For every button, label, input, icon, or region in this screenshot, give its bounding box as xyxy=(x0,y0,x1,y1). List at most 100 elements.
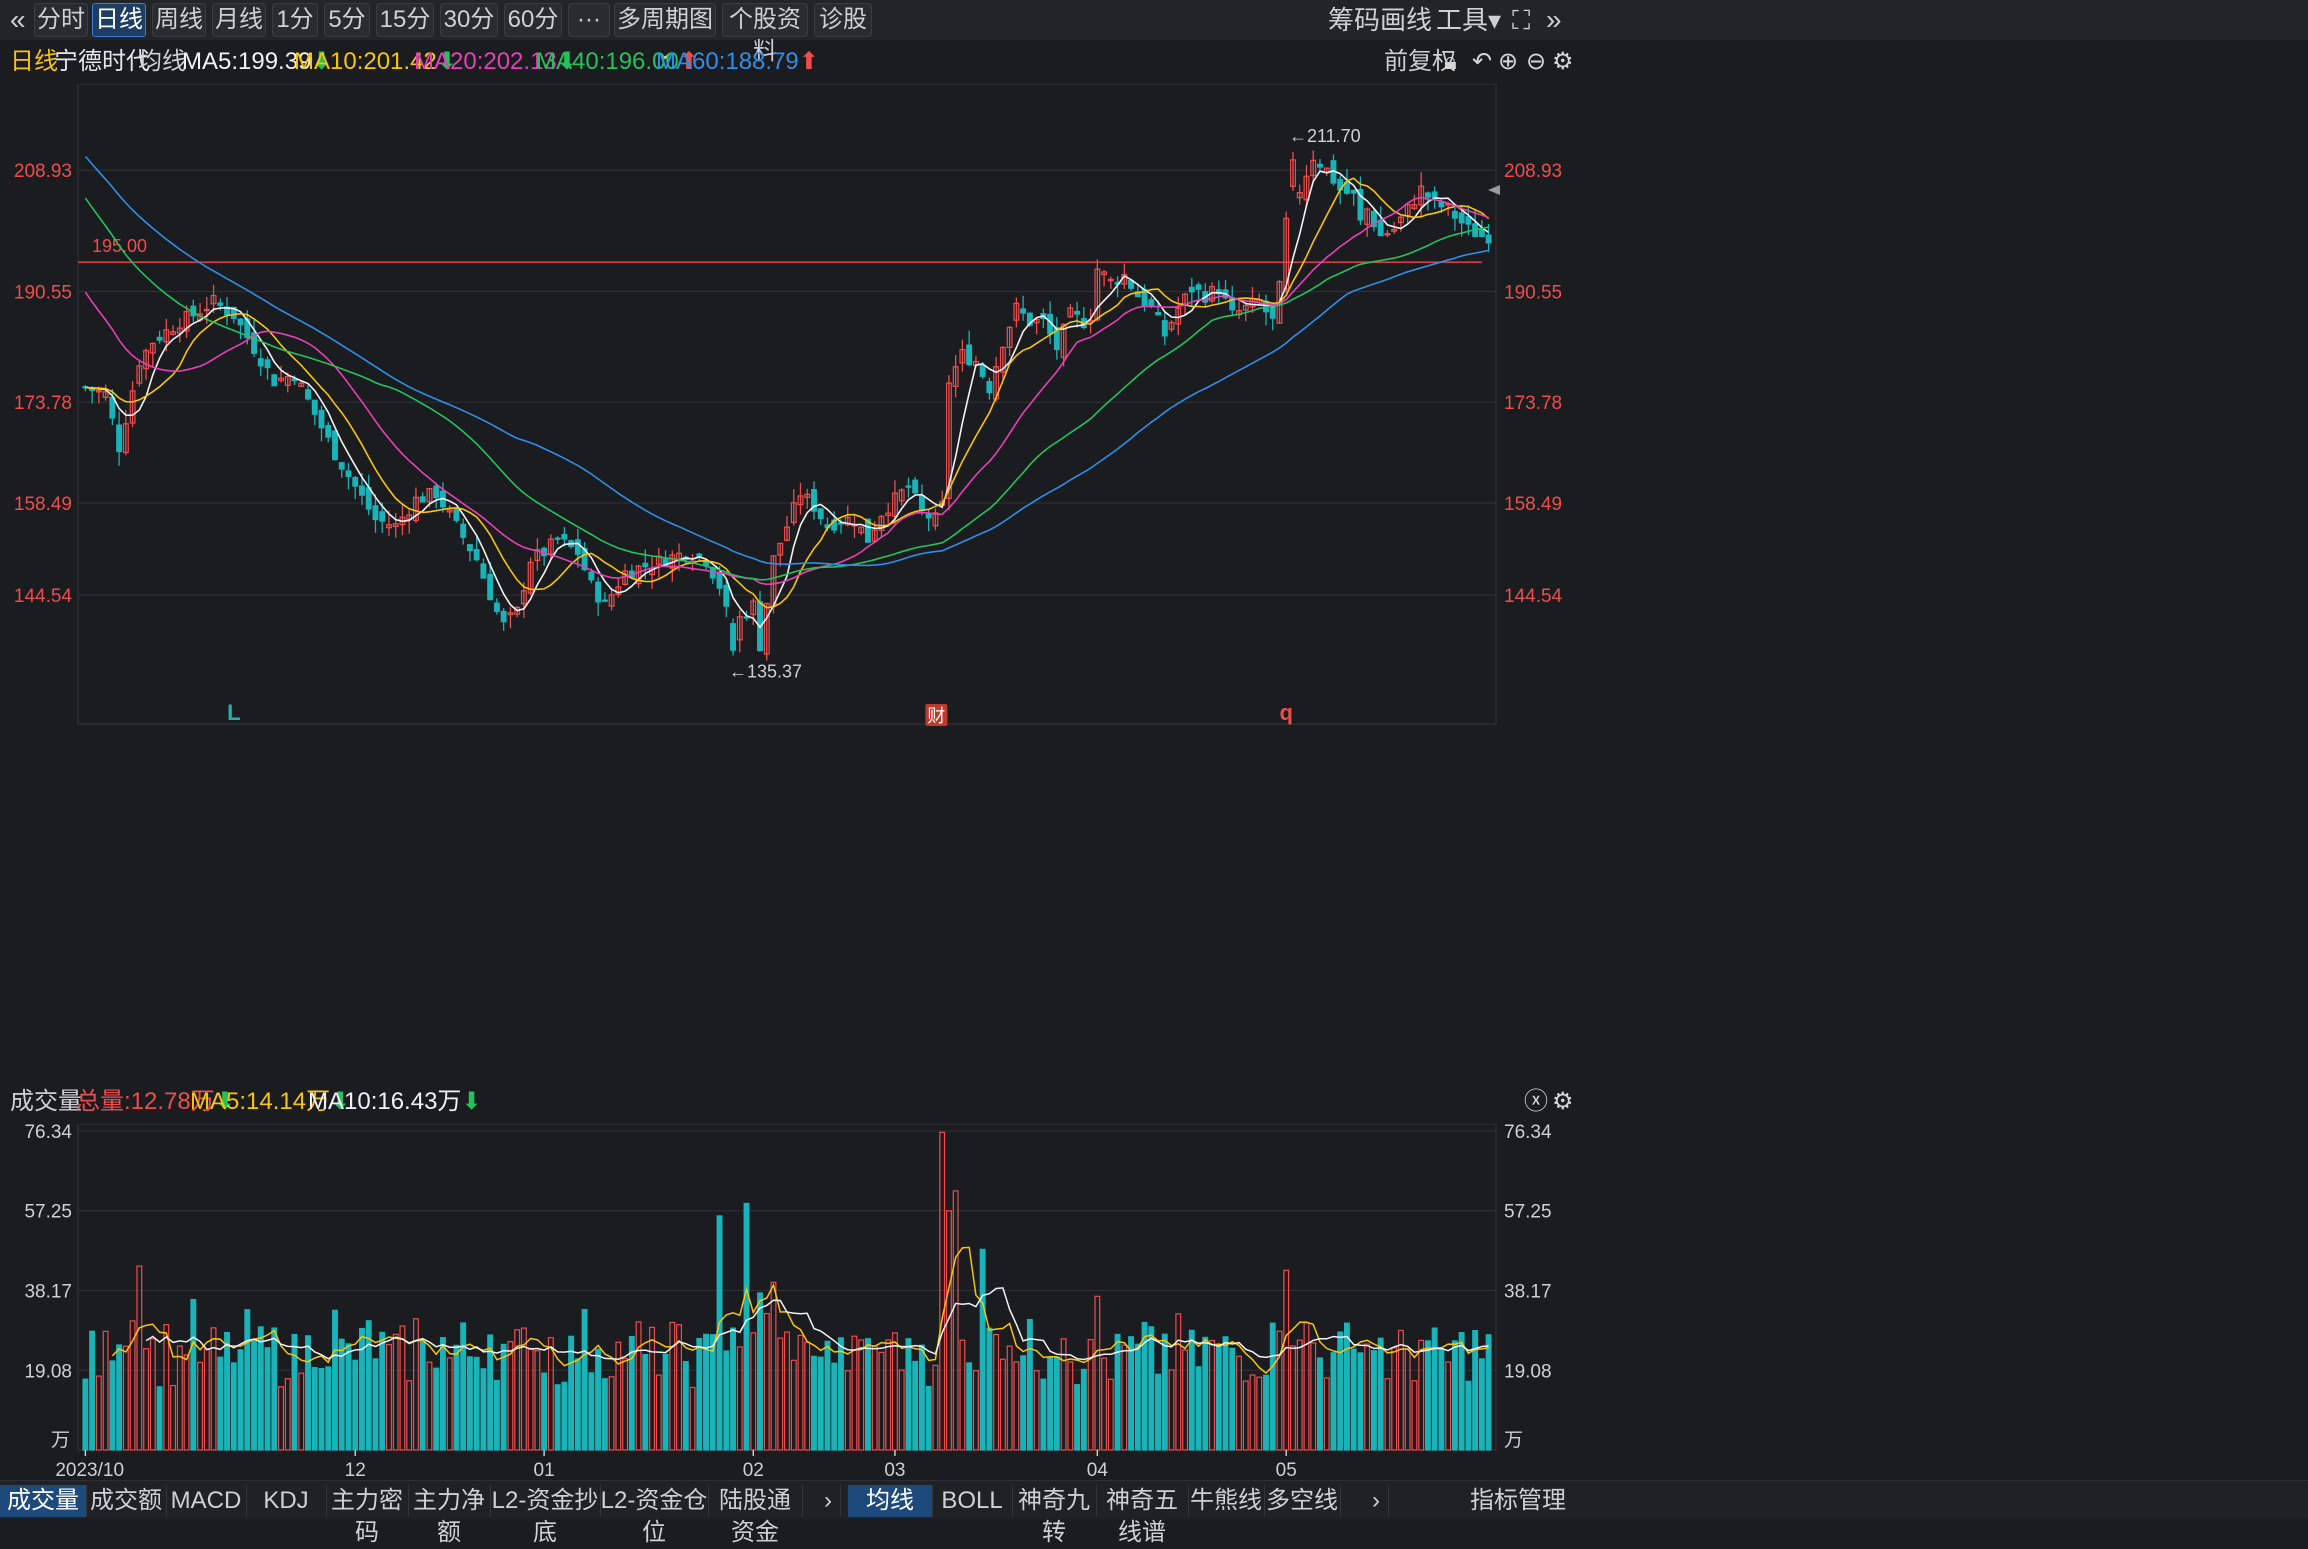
indicator-tab-1[interactable]: 成交额 xyxy=(86,1485,167,1517)
candle-down xyxy=(912,479,919,494)
lock-icon[interactable]: 🔒︎ xyxy=(1444,48,1457,75)
chips-button[interactable]: 筹码 xyxy=(1328,5,1381,35)
volume-bar-down xyxy=(1047,1357,1054,1451)
volume-bar-down xyxy=(264,1347,271,1451)
volume-bar-down xyxy=(1377,1337,1384,1451)
overlay-tab-0[interactable]: 均线 xyxy=(848,1485,933,1517)
volume-bar-down xyxy=(1040,1378,1047,1451)
candle-up xyxy=(1310,159,1317,177)
fullscreen-icon[interactable]: ⛶ xyxy=(1512,5,1531,35)
volume-bar-down xyxy=(574,1358,581,1451)
tools-menu[interactable]: 工具▾ xyxy=(1436,3,1501,37)
zoom-in-icon[interactable]: ⊕ xyxy=(1498,48,1519,75)
candle-up xyxy=(790,502,797,523)
period-tab-month[interactable]: 月线 xyxy=(212,3,266,37)
multi-period-dropdown[interactable]: 多周期图 ⌄ xyxy=(614,3,716,65)
period-tab-week[interactable]: 周线 xyxy=(152,3,206,37)
period-tab-5min[interactable]: 5分 xyxy=(324,3,370,37)
chevron-right-icon[interactable]: › xyxy=(816,1485,841,1517)
candle-up xyxy=(763,602,770,655)
candle-down xyxy=(723,584,730,607)
volume-tick-left: 19.08 xyxy=(24,1361,72,1382)
settings-gear-icon[interactable]: ⚙ xyxy=(1552,1088,1574,1115)
double-chevron-left-icon[interactable]: « xyxy=(10,4,26,35)
overlay-tab-2[interactable]: 神奇九转 xyxy=(1012,1485,1097,1546)
candle-up xyxy=(406,514,413,520)
more-button[interactable]: ··· xyxy=(568,3,610,37)
undo-icon[interactable]: ↶ xyxy=(1472,48,1493,75)
volume-bar-down xyxy=(1350,1348,1357,1451)
candle-up xyxy=(170,331,177,335)
candle-down xyxy=(642,562,649,568)
stock-info-button[interactable]: 个股资料 xyxy=(722,3,808,65)
indicator-tab-5[interactable]: 主力净额 xyxy=(408,1485,491,1546)
volume-bar-up xyxy=(298,1372,305,1451)
volume-bar-down xyxy=(838,1337,844,1451)
zoom-out-icon[interactable]: ⊖ xyxy=(1526,48,1547,75)
volume-bar-up xyxy=(136,1265,143,1451)
candle-down xyxy=(493,602,500,612)
volume-bar-up xyxy=(1060,1338,1067,1451)
period-tab-1min[interactable]: 1分 xyxy=(272,3,318,37)
overlay-tab-3[interactable]: 神奇五线谱 xyxy=(1096,1485,1189,1546)
event-marker: L xyxy=(227,700,240,725)
volume-bar-up xyxy=(858,1339,865,1451)
candle-down xyxy=(966,344,973,366)
volume-chart[interactable]: 19.08 19.08 38.17 38.17 57.25 57.25 76.34 76.34… xyxy=(0,1124,2308,1480)
indicator-tab-7[interactable]: L2-资金仓位 xyxy=(600,1485,709,1546)
volume-bar-down xyxy=(1478,1358,1485,1451)
period-tab-30min[interactable]: 30分 xyxy=(440,3,498,37)
candle-down xyxy=(817,508,824,520)
candle-up xyxy=(1242,304,1249,311)
settings-gear-icon[interactable]: ⚙ xyxy=(1552,48,1574,75)
overlay-tab-1[interactable]: BOLL xyxy=(932,1485,1013,1517)
indicator-tab-8[interactable]: 陆股通资金 xyxy=(708,1485,803,1546)
volume-bar-up xyxy=(426,1361,433,1451)
candle-down xyxy=(709,567,716,579)
candle-up xyxy=(129,390,136,424)
arrow-down-icon: ⬇ xyxy=(311,48,332,75)
ma10-text: MA10:201.42 xyxy=(294,48,437,75)
overlay-tab-4[interactable]: 牛熊线 xyxy=(1188,1485,1265,1517)
adjust-mode-button[interactable]: 前复权 xyxy=(1384,48,1456,75)
indicator-manage-button[interactable]: 指标管理 xyxy=(1470,1487,1566,1514)
candle-up xyxy=(959,349,966,364)
volume-ma10: MA10:16.43万⬇ xyxy=(308,1084,482,1120)
draw-line-button[interactable]: 画线 xyxy=(1380,5,1433,35)
y-tick-label-right: 173.78 xyxy=(1504,393,1562,414)
indicator-tab-2[interactable]: MACD xyxy=(166,1485,247,1517)
chevron-right-icon[interactable]: › xyxy=(1364,1485,1389,1517)
double-chevron-right-icon[interactable]: » xyxy=(1546,4,1562,35)
indicator-tab-6[interactable]: L2-资金抄底 xyxy=(490,1485,601,1546)
period-tab-minute[interactable]: 分时 xyxy=(34,3,88,37)
volume-bar-down xyxy=(1438,1348,1445,1451)
x-tick-label: 2023/10 xyxy=(55,1460,124,1480)
candle-up xyxy=(952,366,959,387)
period-tab-60min[interactable]: 60分 xyxy=(504,3,562,37)
volume-bar-up xyxy=(945,1210,952,1451)
candle-down xyxy=(257,358,264,367)
volume-bar-up xyxy=(750,1332,757,1451)
period-tab-15min[interactable]: 15分 xyxy=(376,3,434,37)
event-marker-bg xyxy=(925,704,948,726)
candle-down xyxy=(352,477,359,487)
close-pane-icon[interactable]: ⓧ xyxy=(1524,1088,1548,1115)
volume-bar-up xyxy=(770,1281,777,1451)
volume-bar-down xyxy=(473,1356,480,1451)
y-tick-label-left: 208.93 xyxy=(14,161,72,182)
indicator-tab-3[interactable]: KDJ xyxy=(246,1485,327,1517)
indicator-tab-4[interactable]: 主力密码 xyxy=(326,1485,409,1546)
diagnose-button[interactable]: 诊股 xyxy=(814,3,872,37)
overlay-tab-5[interactable]: 多空线 xyxy=(1264,1485,1341,1517)
candle-down xyxy=(1431,191,1438,198)
candle-up xyxy=(534,549,541,561)
volume-bar-down xyxy=(1222,1336,1229,1451)
candle-up xyxy=(102,391,109,398)
volume-tick-left: 76.34 xyxy=(24,1124,72,1143)
indicator-tab-0[interactable]: 成交量 xyxy=(0,1485,87,1517)
price-chart[interactable]: 144.54 144.54 158.49 158.49 173.78 173.78 190.… xyxy=(0,84,2308,1080)
volume-bar-up xyxy=(1013,1361,1020,1451)
period-tab-day[interactable]: 日线 xyxy=(92,3,146,37)
candle-down xyxy=(811,489,817,512)
candle-up xyxy=(1296,192,1303,199)
